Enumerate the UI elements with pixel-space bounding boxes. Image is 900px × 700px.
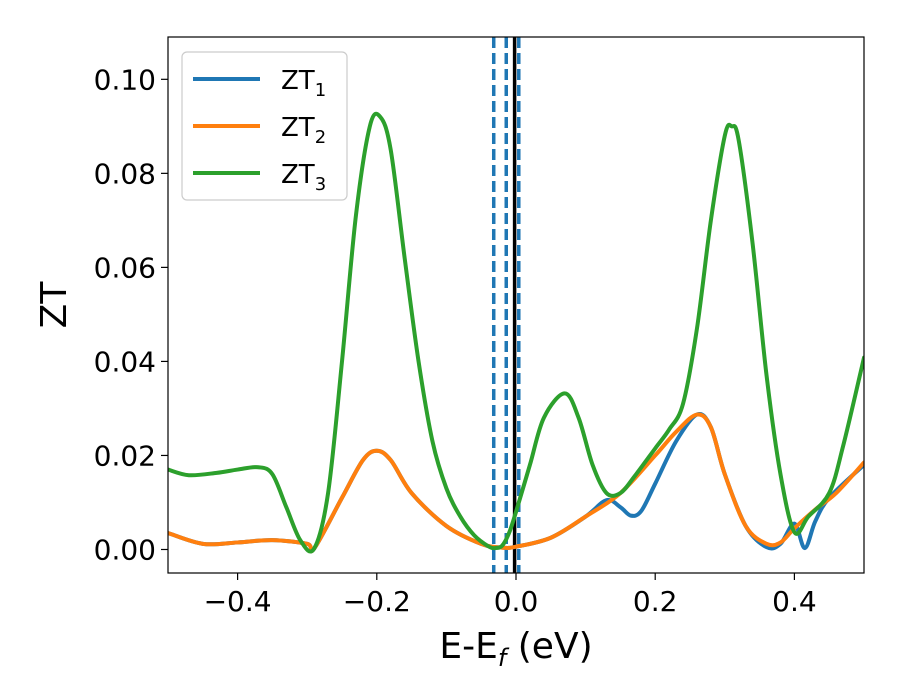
x-tick-label: 0.2: [633, 585, 678, 618]
x-tick-label: −0.2: [343, 585, 411, 618]
legend: ZT1 ZT2 ZT3: [181, 51, 348, 201]
legend-label-zt2-main: ZT: [281, 113, 315, 143]
x-tick-label: −0.4: [204, 585, 272, 618]
x-axis-label-main: E-E: [439, 626, 497, 667]
y-tick-label: 0.02: [94, 439, 156, 472]
y-tick-label: 0.10: [94, 63, 156, 96]
y-tick-label: 0.04: [94, 345, 156, 378]
y-tick-label: 0.06: [94, 251, 156, 284]
legend-label-zt1-sub: 1: [315, 80, 326, 101]
x-axis-label-unit: (eV): [506, 626, 592, 667]
series-line-zt3: [168, 111, 864, 554]
y-axis-label: ZT: [34, 281, 75, 329]
legend-label-zt1: ZT1: [281, 66, 326, 101]
legend-label-zt3-sub: 3: [315, 174, 326, 195]
x-tick-label: 0.0: [494, 585, 539, 618]
series-lines: [168, 111, 864, 554]
y-tick-label: 0.00: [94, 533, 156, 566]
vertical-reference-lines: [491, 37, 521, 573]
y-axis-ticks: 0.00 0.02 0.04 0.06 0.08 0.10: [94, 63, 168, 566]
legend-label-zt3-main: ZT: [281, 160, 315, 190]
legend-label-zt2-sub: 2: [315, 127, 326, 148]
legend-label-zt3: ZT3: [281, 160, 326, 195]
x-tick-label: 0.4: [772, 585, 817, 618]
legend-box: [181, 51, 348, 201]
x-axis-ticks: −0.4 −0.2 0.0 0.2 0.4: [204, 573, 817, 618]
legend-label-zt1-main: ZT: [281, 66, 315, 96]
legend-label-zt2: ZT2: [281, 113, 326, 148]
y-tick-label: 0.08: [94, 157, 156, 190]
x-axis-label: E-Ef (eV): [439, 626, 592, 672]
